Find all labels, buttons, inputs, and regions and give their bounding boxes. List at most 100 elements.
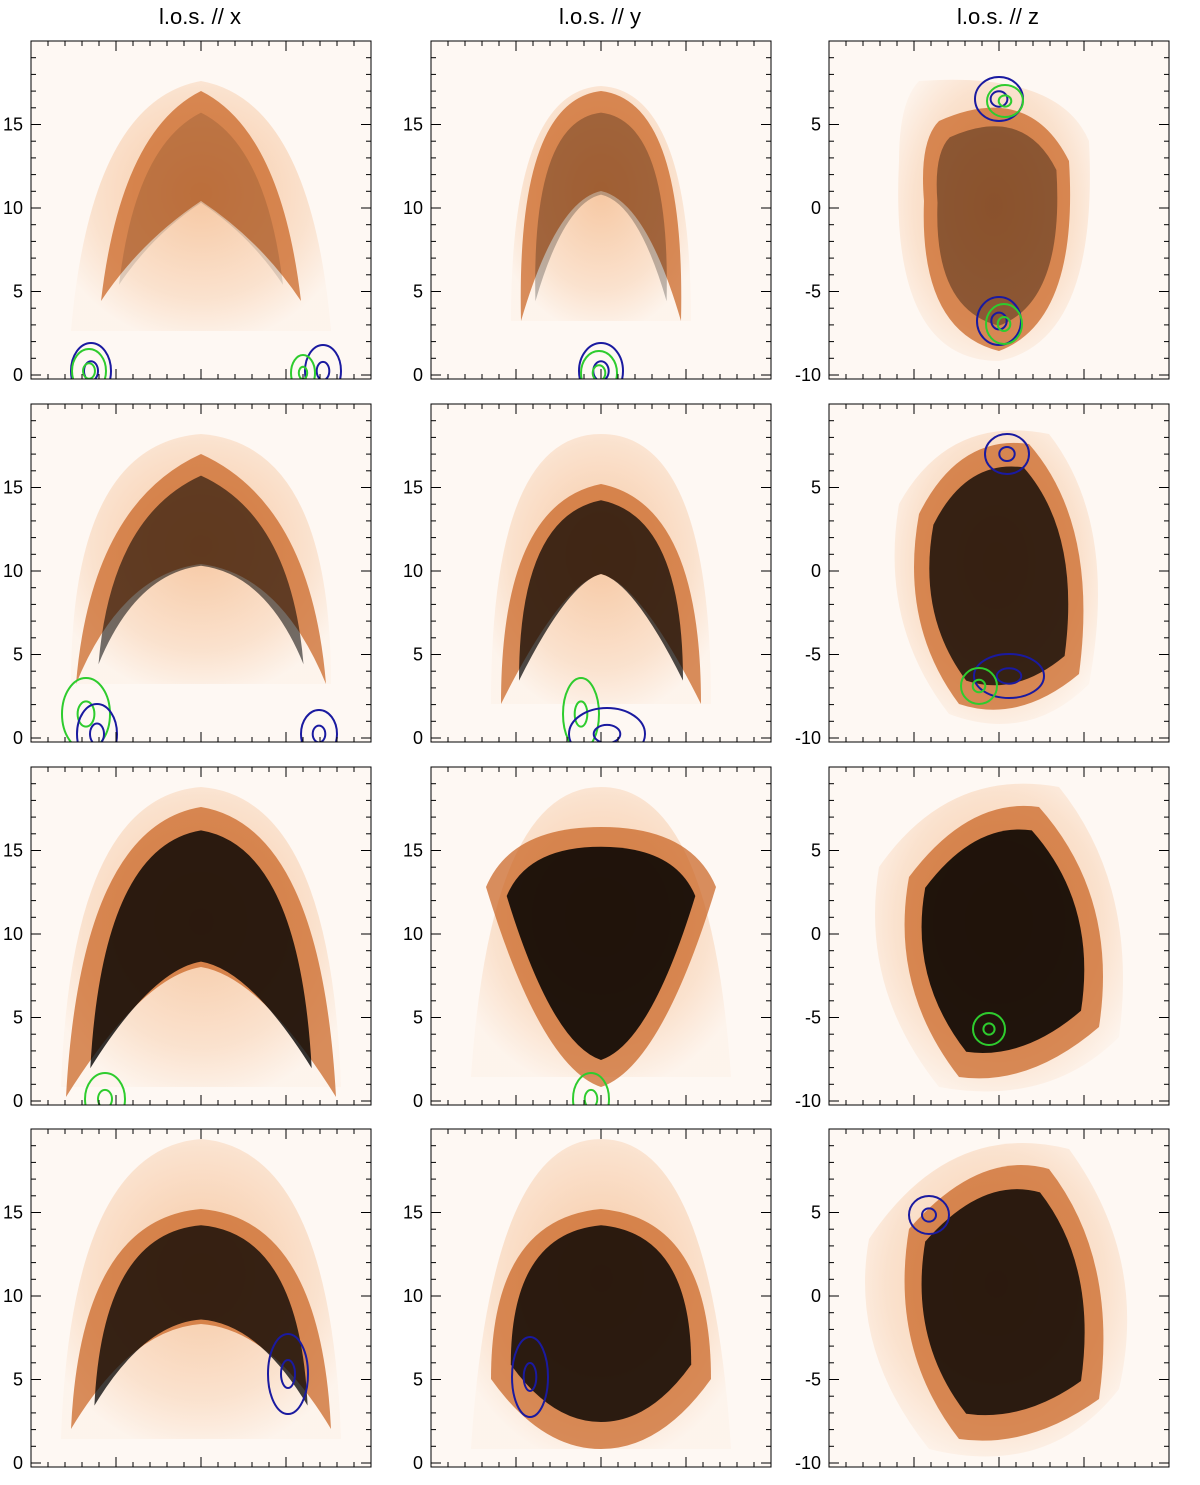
blue-contour-outer [568,707,646,742]
green-contour-outer [960,667,998,705]
y-tick-label: 0 [811,1286,821,1306]
panel-row3-col3: -10 -5 0 5 [795,766,1170,1111]
green-contour-inner [583,1088,599,1105]
heatmap-image [31,767,371,1105]
green-contour-inner [971,678,987,694]
y-tick-label: 15 [403,841,423,861]
blue-contour-inner [315,360,331,379]
green-contour-outer [290,354,316,379]
heatmap-dense-core [90,830,312,1069]
y-tick-label: 10 [403,198,423,218]
heatmap-dense-core [519,500,683,681]
green-contour-outer [985,303,1023,345]
green-contour-outer [580,350,618,379]
y-tick-label: 10 [403,924,423,944]
y-tick-label: 0 [413,1453,423,1473]
blue-contour-inner [995,667,1023,685]
heatmap-image [31,1129,371,1467]
y-tick-label: 10 [3,924,23,944]
blue-contour-inner [311,724,327,742]
y-tick-label: 5 [811,1203,821,1223]
heatmap-dense-core [94,1225,308,1406]
green-contour-outer [71,348,107,379]
heatmap-image [829,767,1169,1105]
y-tick-label: 0 [13,1091,23,1111]
y-tick-label: 0 [413,1091,423,1111]
green-contour-outer [972,1012,1006,1046]
panel-row1-col2: 0 5 10 15 [403,40,772,385]
blue-contour-inner [921,1207,937,1223]
panel-row4-col2: 0 5 10 15 [403,1128,772,1473]
y-tick-label: 10 [3,561,23,581]
y-tick-label: 10 [403,1286,423,1306]
y-tick-label: 15 [403,115,423,135]
heatmap-dense-core [921,1189,1085,1416]
green-contour-inner [982,1022,996,1036]
y-tick-label: 5 [413,282,423,302]
y-tick-label: -10 [795,728,821,748]
y-tick-label: 10 [403,561,423,581]
heatmap-image [431,404,771,742]
panel-row4-col1: 0 5 10 15 [3,1128,372,1473]
y-tick-label: -5 [805,1370,821,1390]
y-tick-label: 0 [13,728,23,748]
panel-row2-col1: 0 5 10 15 [3,403,372,748]
y-tick-label: 5 [13,1370,23,1390]
blue-contour-outer [511,1336,549,1418]
y-tick-label: 5 [13,282,23,302]
green-contour-inner [996,316,1012,332]
y-tick-label: 5 [811,115,821,135]
green-contour-outer [986,84,1024,118]
heatmap-structure [101,91,301,301]
y-tick-label: -10 [795,1453,821,1473]
heatmap-image [31,41,371,379]
blue-contour-outer [984,433,1030,475]
panel-row1-col3: -10 -5 0 5 [795,40,1170,385]
blue-contour-inner [592,723,622,742]
y-tick-label: 15 [3,841,23,861]
green-contour-outer [61,677,111,742]
y-tick-label: 15 [403,1203,423,1223]
green-contour-inner [573,700,589,728]
heatmap-halo [71,81,331,331]
green-contour-outer [562,677,600,742]
y-tick-label: 15 [3,478,23,498]
heatmap-structure [923,107,1071,352]
heatmap-dense-core [921,829,1085,1053]
y-tick-label: -5 [805,282,821,302]
y-tick-label: 0 [811,561,821,581]
y-tick-label: 15 [3,115,23,135]
green-contour-inner [76,700,96,728]
y-tick-label: 10 [3,198,23,218]
panel-row3-col2: 0 5 10 15 [403,766,772,1111]
column-title-z: l.o.s. // z [957,4,1039,29]
heatmap-dense-core [535,112,667,302]
heatmap-image [31,404,371,742]
green-contour-inner [297,365,309,379]
green-contour-outer [84,1072,126,1105]
y-tick-label: 5 [13,645,23,665]
y-tick-label: 5 [13,1008,23,1028]
y-tick-label: -5 [805,1008,821,1028]
green-contour-inner [591,364,607,379]
blue-contour-outer [267,1333,309,1415]
blue-contour-inner [998,446,1016,462]
blue-contour-outer [76,703,118,742]
heatmap-dense-core [119,112,284,285]
blue-contour-inner [280,1359,296,1389]
y-tick-label: 5 [811,841,821,861]
blue-contour-outer [908,1195,950,1235]
heatmap-image [431,767,771,1105]
heatmap-dense-core [929,466,1069,686]
y-tick-label: 15 [3,1203,23,1223]
blue-contour-inner [522,1362,538,1392]
blue-contour-outer [304,344,342,379]
heatmap-image [431,1129,771,1467]
heatmap-image [829,41,1169,379]
panel-row2-col3: -10 -5 0 5 [795,403,1170,748]
blue-contour-inner [989,90,1009,108]
y-tick-label: -5 [805,645,821,665]
y-tick-label: 10 [3,1286,23,1306]
y-tick-label: 0 [811,198,821,218]
green-contour-outer [572,1072,610,1105]
